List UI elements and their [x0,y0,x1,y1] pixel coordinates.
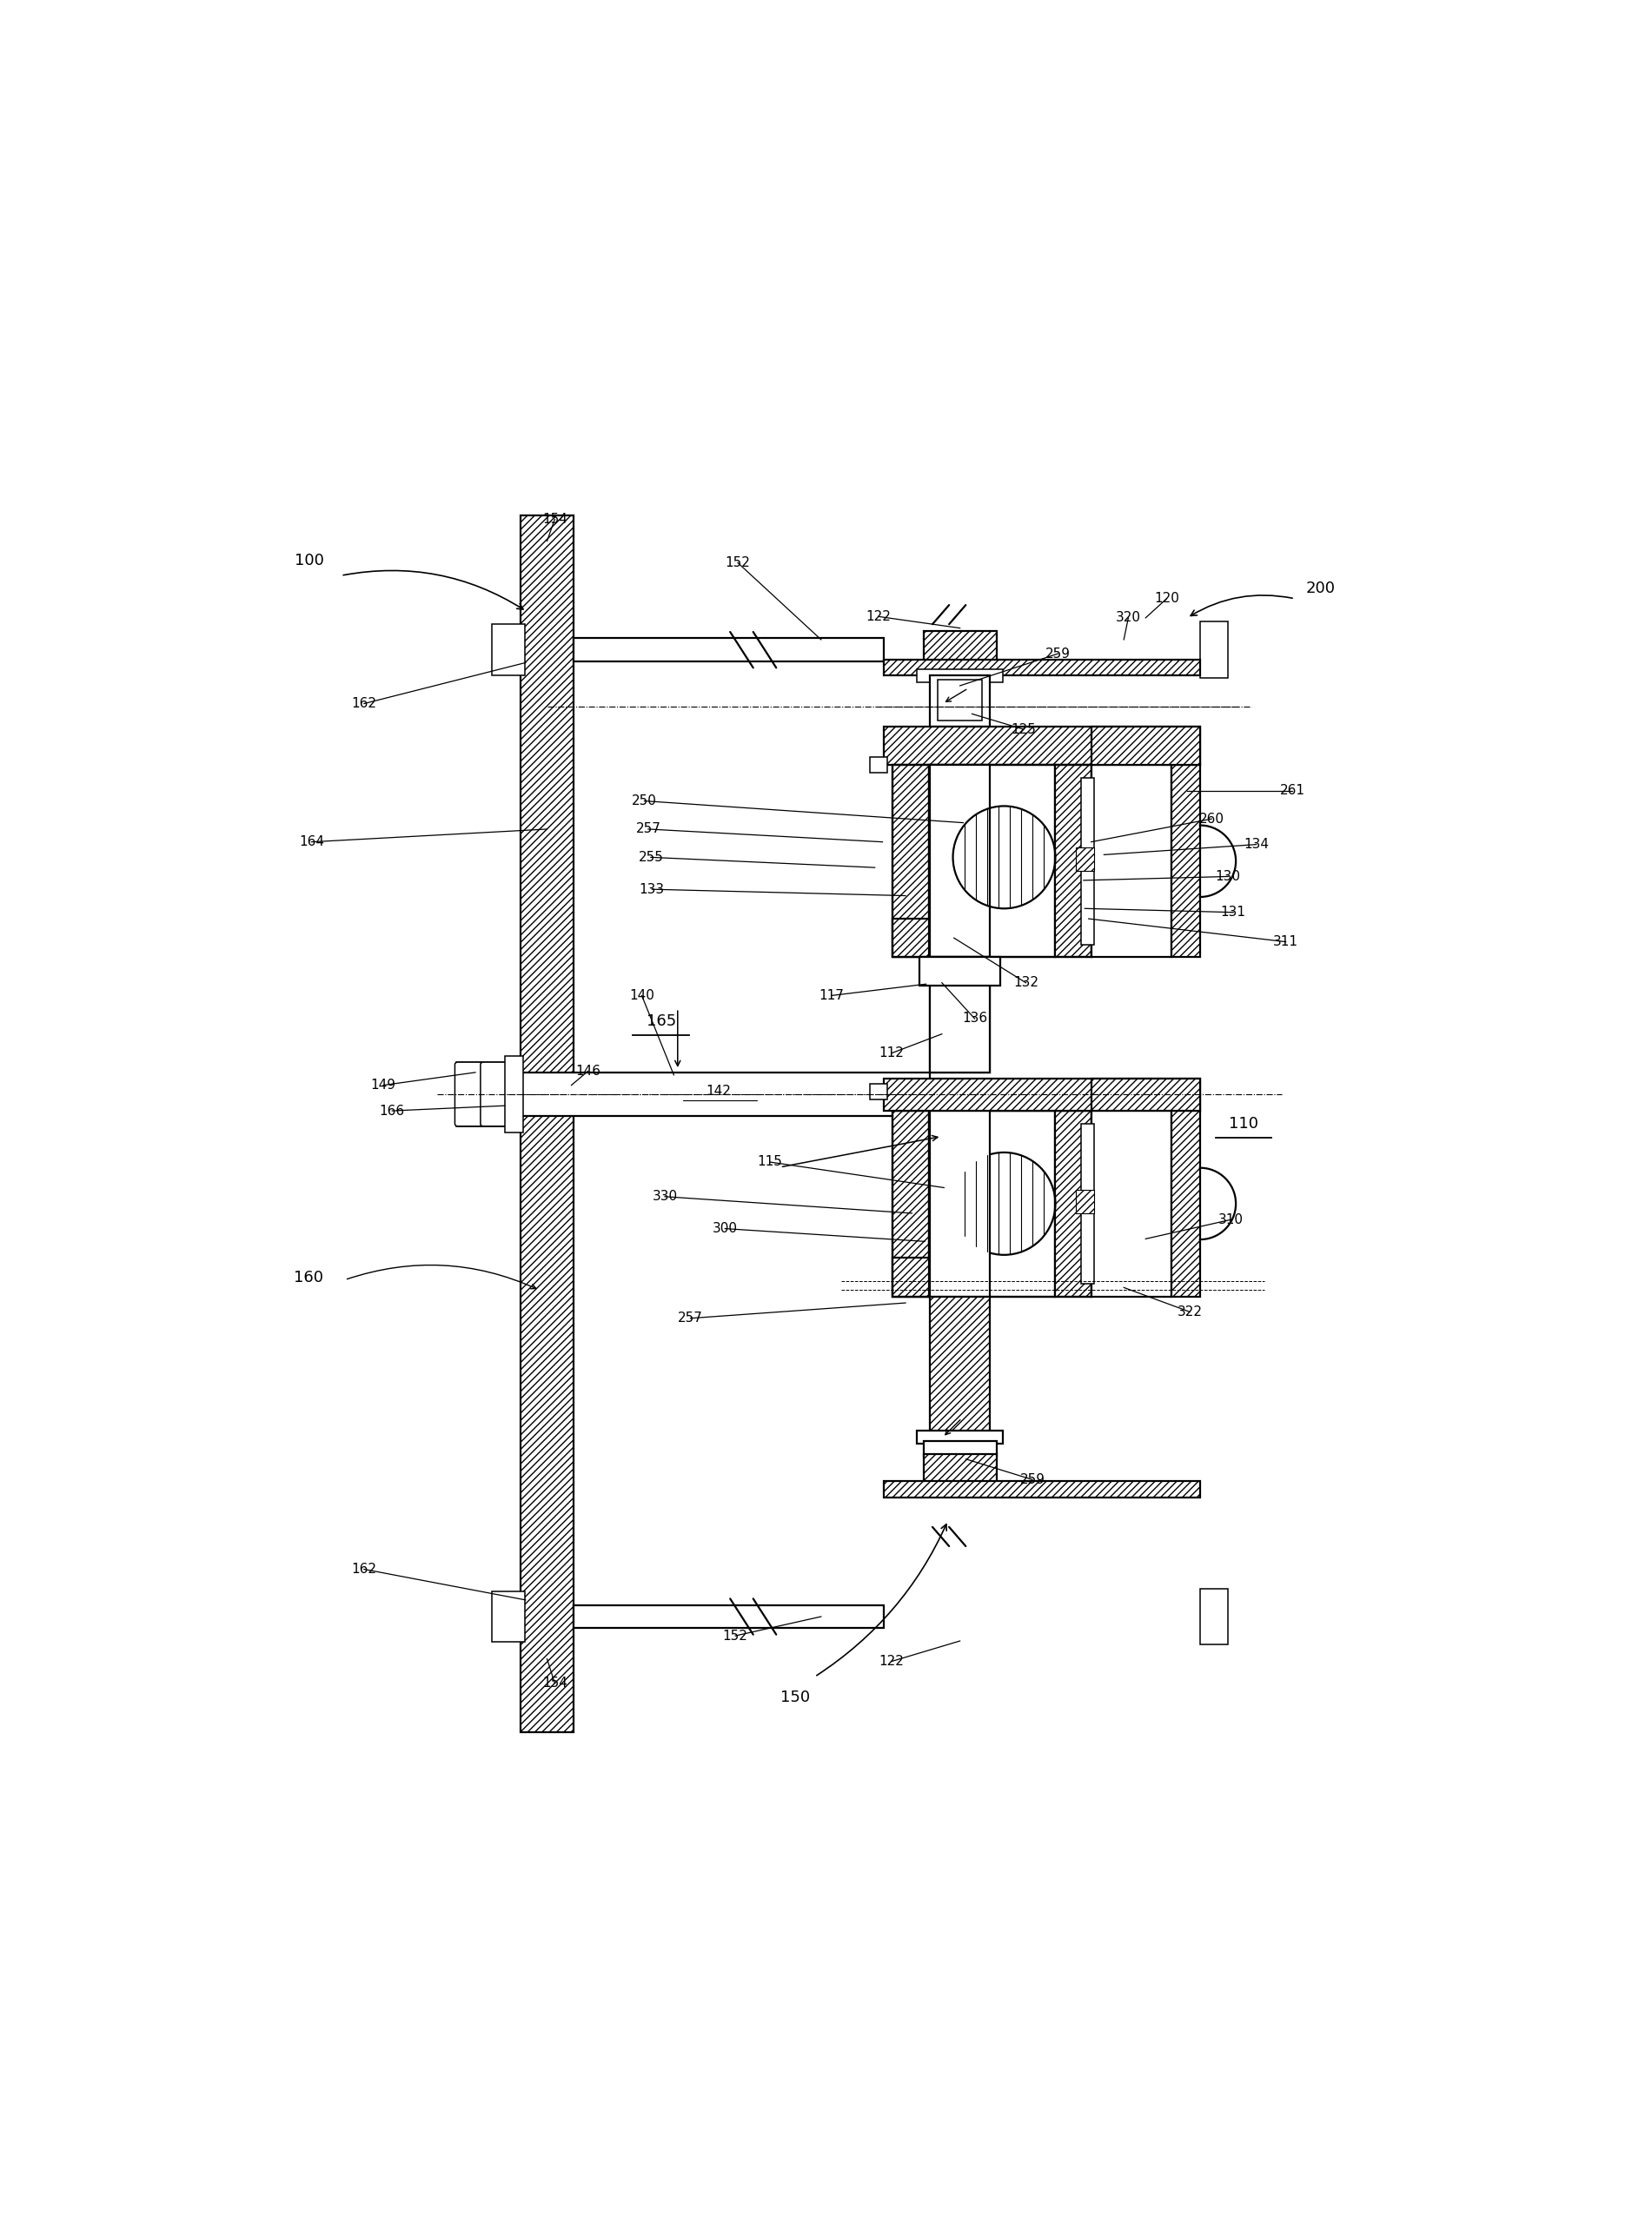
Text: 149: 149 [370,1079,396,1092]
Bar [884,1079,1199,1110]
Text: 310: 310 [1218,1213,1244,1226]
Bar [1056,1110,1092,1297]
Bar [506,1055,522,1133]
Bar [520,516,573,1731]
Bar [938,679,983,721]
Text: 146: 146 [575,1064,601,1077]
Bar [892,765,928,957]
Bar [573,1604,884,1629]
Bar [892,1110,1092,1297]
FancyBboxPatch shape [481,1061,509,1126]
Bar [507,1072,930,1117]
Text: 260: 260 [1199,812,1224,825]
Bar [884,661,1199,676]
Text: 162: 162 [352,696,377,710]
Bar [1171,765,1199,957]
Bar [923,630,996,676]
Bar [917,1431,1003,1444]
Text: 322: 322 [1178,1306,1203,1319]
Bar [923,1453,996,1482]
Text: 125: 125 [1011,723,1036,736]
Text: 320: 320 [1115,612,1142,625]
Bar [930,1117,990,1121]
Text: 120: 120 [1155,592,1180,605]
Bar [930,676,990,728]
Bar [1092,728,1199,765]
Bar [1092,1079,1199,1110]
Text: 142: 142 [705,1086,732,1099]
Bar [892,1257,928,1297]
Text: 300: 300 [712,1222,738,1235]
Bar [892,919,928,957]
Text: 112: 112 [879,1046,904,1059]
Text: 200: 200 [1305,581,1335,596]
Text: 122: 122 [866,610,890,623]
Bar [928,765,1056,957]
Text: 134: 134 [1244,839,1269,850]
Bar [869,1084,887,1099]
Bar [930,765,990,957]
Bar [573,639,884,661]
Bar [1092,765,1171,957]
Bar [917,670,1003,681]
Bar [884,1482,1199,1497]
Text: 259: 259 [1046,647,1070,661]
Text: 330: 330 [653,1190,677,1204]
Text: 257: 257 [677,1313,704,1324]
Bar [1080,779,1094,943]
Text: 166: 166 [380,1104,405,1117]
Text: 257: 257 [636,823,661,837]
Bar [892,1110,928,1297]
Text: 160: 160 [294,1270,324,1286]
Text: 110: 110 [1229,1115,1259,1133]
Text: 140: 140 [629,990,654,1001]
Text: 136: 136 [961,1012,988,1026]
Text: 261: 261 [1280,783,1305,797]
Text: 133: 133 [639,883,664,897]
Bar [892,765,1092,957]
Bar [1056,765,1092,957]
Text: 162: 162 [352,1562,377,1575]
Bar [928,1110,1056,1297]
Text: 150: 150 [781,1689,809,1704]
Bar [930,1110,990,1297]
Bar [1080,1124,1094,1284]
Text: 152: 152 [722,1629,748,1642]
Bar [456,1061,482,1126]
Text: 255: 255 [638,850,664,863]
Bar [1199,621,1227,679]
Bar [930,957,990,1072]
Bar [1092,1110,1171,1297]
Text: 259: 259 [1019,1473,1046,1486]
Bar [492,625,525,676]
Text: 154: 154 [542,512,567,525]
Text: 117: 117 [819,990,844,1001]
Text: 164: 164 [299,834,324,848]
Text: 131: 131 [1221,906,1246,919]
Text: 250: 250 [631,794,657,808]
Text: 100: 100 [294,552,324,567]
Bar [492,1591,525,1642]
Text: 115: 115 [757,1155,783,1168]
Bar [1199,1589,1227,1644]
Bar [1171,1110,1199,1297]
Bar [930,1297,990,1437]
Text: 154: 154 [542,1678,567,1689]
Bar [869,757,887,772]
Bar [884,728,1199,765]
Bar [920,957,1001,986]
Text: 152: 152 [725,556,750,570]
Text: 311: 311 [1274,934,1298,948]
Bar [1075,1190,1094,1213]
Bar [482,1061,507,1126]
Text: 132: 132 [1013,977,1039,990]
Text: 130: 130 [1216,870,1241,883]
Bar [930,957,990,1072]
Text: 165: 165 [646,1012,676,1028]
Bar [1075,848,1094,870]
Bar [923,1442,996,1457]
Text: 122: 122 [879,1655,904,1669]
FancyBboxPatch shape [454,1061,482,1126]
